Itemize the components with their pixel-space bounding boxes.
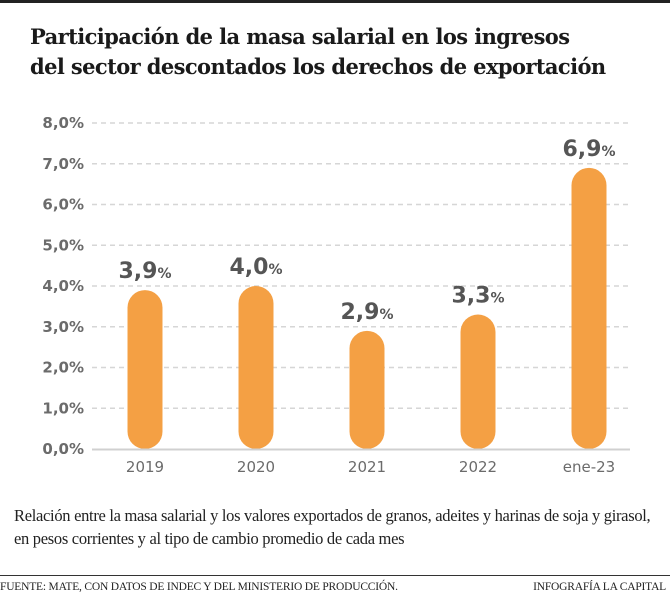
y-tick-label: 3,0% [42, 318, 84, 336]
footer-rule [0, 575, 670, 576]
value-label: 2,9% [340, 300, 393, 325]
x-tick-label: 2022 [459, 458, 497, 476]
value-label: 3,9% [118, 259, 171, 284]
y-tick-label: 5,0% [42, 236, 84, 254]
y-tick-label: 8,0% [42, 114, 84, 132]
x-tick-label: ene-23 [563, 458, 615, 476]
bar-chart: 0,0% 1,0% 2,0% 3,0% 4,0% 5,0% 6,0% 7,0% 8,0% 3,9… [42, 114, 630, 476]
bar [571, 167, 607, 449]
x-tick-label: 2019 [126, 458, 164, 476]
chart-title: Participación de la masa salarial en los… [30, 22, 660, 82]
value-labels: 3,9% 4,0% 2,9% 3,3% 6,9% [118, 137, 615, 325]
credit-note: INFOGRAFÍA LA CAPITAL [533, 581, 666, 593]
value-label: 3,3% [451, 284, 504, 309]
y-tick-label: 0,0% [42, 440, 84, 458]
y-tick-label: 4,0% [42, 277, 84, 295]
source-note: FUENTE: MATE, CON DATOS DE INDEC Y DEL M… [0, 581, 398, 593]
y-tick-label: 2,0% [42, 359, 84, 377]
y-tick-label: 1,0% [42, 399, 84, 417]
x-axis-labels: 2019 2020 2021 2022 ene-23 [126, 458, 615, 476]
value-label: 4,0% [229, 255, 282, 280]
bars [127, 167, 607, 449]
y-tick-label: 7,0% [42, 155, 84, 173]
x-tick-label: 2021 [348, 458, 386, 476]
bar [460, 314, 496, 449]
bar [238, 286, 274, 449]
x-tick-label: 2020 [237, 458, 275, 476]
y-axis-ticks: 0,0% 1,0% 2,0% 3,0% 4,0% 5,0% 6,0% 7,0% 8,0% [42, 114, 84, 458]
value-label: 6,9% [562, 137, 615, 162]
chart-title-line-2: del sector descontados los derechos de e… [30, 54, 606, 79]
chart-title-line-1: Participación de la masa salarial en los… [30, 24, 570, 49]
bar [349, 330, 385, 449]
chart-description: Relación entre la masa salarial y los va… [14, 506, 651, 548]
y-tick-label: 6,0% [42, 196, 84, 214]
top-rule [0, 0, 670, 3]
bar [127, 290, 163, 449]
